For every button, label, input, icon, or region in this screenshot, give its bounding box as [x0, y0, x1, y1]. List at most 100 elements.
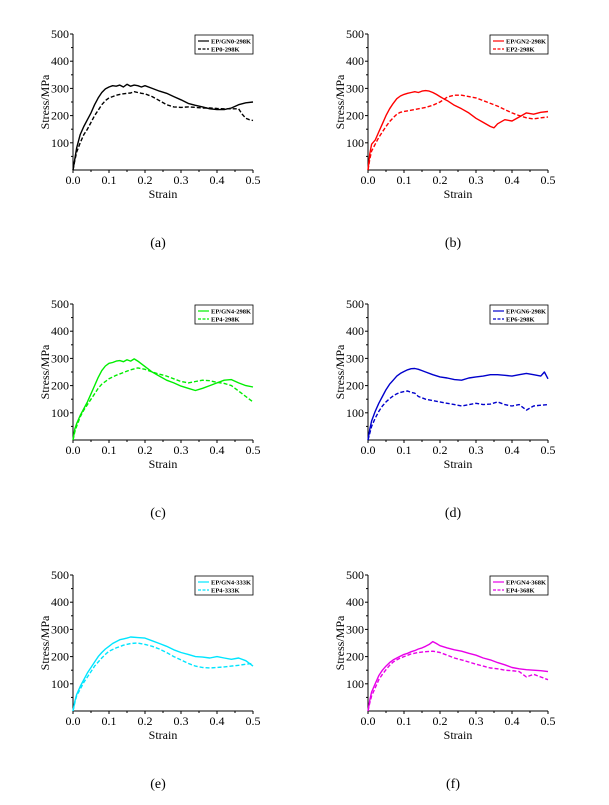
y-tick-label: 500	[51, 27, 69, 41]
y-axis-label: Stress/MPa	[38, 344, 52, 399]
x-tick-label: 0.1	[397, 443, 412, 457]
x-tick-label: 0.3	[469, 173, 484, 187]
x-tick-label: 0.5	[246, 714, 261, 728]
y-tick-label: 400	[51, 54, 69, 68]
x-tick-label: 0.0	[66, 443, 81, 457]
y-tick-label: 500	[346, 27, 364, 41]
x-tick-label: 0.0	[66, 714, 81, 728]
legend-label: EP0-298K	[211, 46, 240, 53]
x-tick-label: 0.3	[469, 714, 484, 728]
panel-caption: (c)	[150, 506, 166, 521]
x-tick-label: 0.2	[138, 173, 153, 187]
series-line-ep-gn6-298k	[367, 367, 549, 441]
series-line-ep6-298k	[367, 390, 549, 441]
legend-label: EP/GN0-298K	[211, 38, 251, 45]
y-tick-label: 400	[346, 324, 364, 338]
y-tick-label: 100	[51, 136, 69, 150]
x-tick-label: 0.4	[210, 173, 225, 187]
x-tick-label: 0.0	[361, 714, 376, 728]
y-tick-label: 300	[346, 81, 364, 95]
x-axis-label: Strain	[444, 457, 473, 471]
y-tick-label: 500	[346, 568, 364, 582]
x-tick-label: 0.4	[210, 443, 225, 457]
legend-label: EP/GN6-298K	[506, 308, 546, 315]
panel-c: 0.0 0.1 0.2 0.3 0.4 0.5 100 200 300 400 500 Strain S…	[38, 297, 261, 521]
y-tick-label: 500	[346, 297, 364, 311]
legend-box	[194, 304, 254, 325]
legend-label: EP/GN4-298K	[211, 308, 251, 315]
panel-f: 0.0 0.1 0.2 0.3 0.4 0.5 100 200 300 400 500 Strain S…	[333, 568, 556, 792]
panel-e: 0.0 0.1 0.2 0.3 0.4 0.5 100 200 300 400 500 Strain S…	[38, 568, 261, 792]
panel-caption: (d)	[445, 506, 462, 521]
x-tick-label: 0.3	[174, 714, 189, 728]
legend-label: EP4-333K	[211, 587, 240, 594]
panel-caption: (b)	[445, 236, 462, 251]
x-tick-label: 0.0	[66, 173, 81, 187]
legend-label: EP4-368K	[506, 587, 535, 594]
y-tick-label: 100	[51, 406, 69, 420]
panel-d: 0.0 0.1 0.2 0.3 0.4 0.5 100 200 300 400 500 Strain S…	[333, 297, 556, 521]
y-tick-label: 200	[51, 379, 69, 393]
x-tick-label: 0.0	[361, 443, 376, 457]
legend-label: EP4-298K	[211, 316, 240, 323]
y-tick-label: 400	[51, 595, 69, 609]
y-tick-label: 200	[346, 650, 364, 664]
series-line-ep2-298k	[367, 94, 549, 171]
series-line-ep4-298k	[72, 367, 254, 441]
x-tick-label: 0.2	[433, 714, 448, 728]
legend-label: EP/GN2-298K	[506, 38, 546, 45]
y-tick-label: 200	[51, 109, 69, 123]
x-axis-label: Strain	[149, 728, 178, 742]
y-axis-label: Stress/MPa	[333, 74, 347, 129]
y-tick-label: 400	[346, 54, 364, 68]
y-tick-label: 100	[51, 677, 69, 691]
x-tick-label: 0.5	[246, 443, 261, 457]
y-tick-label: 400	[51, 324, 69, 338]
y-tick-label: 300	[51, 622, 69, 636]
y-tick-label: 100	[346, 406, 364, 420]
y-tick-label: 100	[346, 136, 364, 150]
legend-box	[194, 575, 254, 596]
y-tick-label: 300	[51, 351, 69, 365]
series-line-ep4-333k	[72, 642, 254, 712]
x-axis-label: Strain	[444, 187, 473, 201]
y-tick-label: 400	[346, 595, 364, 609]
panel-caption: (f)	[446, 777, 460, 792]
legend-label: EP6-298K	[506, 316, 535, 323]
x-tick-label: 0.4	[505, 714, 520, 728]
x-tick-label: 0.2	[433, 443, 448, 457]
legend-box	[489, 34, 549, 55]
y-axis-label: Stress/MPa	[38, 74, 52, 129]
x-tick-label: 0.2	[138, 714, 153, 728]
series-line-ep-gn4-333k	[72, 636, 254, 712]
panel-a: 0.0 0.1 0.2 0.3 0.4 0.5 100 200 300 400 500 Strain S…	[38, 27, 261, 251]
y-tick-label: 100	[346, 677, 364, 691]
panel-b: 0.0 0.1 0.2 0.3 0.4 0.5 100 200 300 400 500 Strain S…	[333, 27, 556, 251]
series-line-ep-gn2-298k	[367, 89, 549, 171]
x-tick-label: 0.1	[397, 714, 412, 728]
y-tick-label: 200	[346, 109, 364, 123]
x-axis-label: Strain	[149, 457, 178, 471]
x-tick-label: 0.0	[361, 173, 376, 187]
x-tick-label: 0.4	[210, 714, 225, 728]
x-tick-label: 0.5	[246, 173, 261, 187]
legend-label: EP2-298K	[506, 46, 535, 53]
x-tick-label: 0.4	[505, 443, 520, 457]
x-tick-label: 0.4	[505, 173, 520, 187]
x-tick-label: 0.2	[433, 173, 448, 187]
x-tick-label: 0.3	[174, 173, 189, 187]
panel-caption: (a)	[150, 236, 166, 251]
x-axis-label: Strain	[149, 187, 178, 201]
x-tick-label: 0.1	[397, 173, 412, 187]
y-tick-label: 200	[346, 379, 364, 393]
y-tick-label: 300	[346, 622, 364, 636]
x-tick-label: 0.3	[174, 443, 189, 457]
y-axis-label: Stress/MPa	[333, 615, 347, 670]
y-tick-label: 500	[51, 297, 69, 311]
legend-box	[194, 34, 254, 55]
series-line-ep4-368k	[367, 650, 549, 712]
legend-box	[489, 304, 549, 325]
x-axis-label: Strain	[444, 728, 473, 742]
y-axis-label: Stress/MPa	[333, 344, 347, 399]
